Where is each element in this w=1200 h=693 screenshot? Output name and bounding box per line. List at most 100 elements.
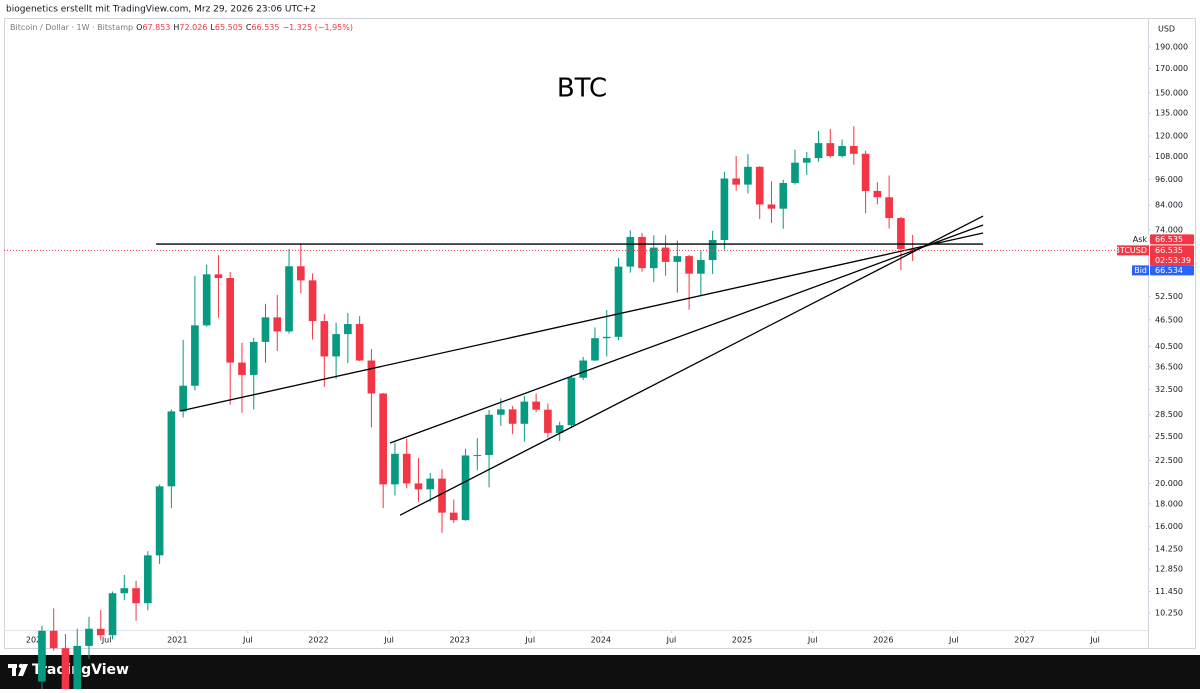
candle-body: [226, 277, 235, 363]
candle-body: [449, 512, 458, 521]
candle-body: [826, 143, 835, 157]
candle-body: [49, 630, 58, 649]
y-tick-label: 150.000: [1155, 88, 1188, 97]
candle-body: [414, 483, 423, 490]
change: −1.325 (−1,95%): [282, 23, 353, 32]
candle-body: [779, 182, 788, 209]
candle-body: [155, 486, 164, 556]
chart-frame: [4, 18, 1196, 649]
last-name: BTCUSD: [1114, 246, 1147, 255]
ohlc-label: H: [173, 23, 179, 32]
candle-body: [438, 478, 446, 513]
legend: Bitcoin / Dollar · 1W · Bitstamp O67.853 H…: [10, 23, 353, 32]
candle-body: [814, 143, 823, 159]
candle-body: [261, 317, 270, 342]
y-tick-label: 46.500: [1155, 315, 1183, 324]
y-tick-label: 170.000: [1155, 64, 1188, 73]
x-tick-label: 2020: [26, 636, 46, 645]
candle-body: [367, 360, 376, 394]
candle-body: [885, 197, 893, 219]
candle-body: [249, 341, 258, 375]
last-label-box: [1150, 245, 1194, 266]
candle-body: [755, 166, 764, 205]
candle-body: [426, 478, 435, 490]
candle-body: [579, 360, 588, 378]
y-tick-label: 190.000: [1155, 42, 1188, 51]
x-tick-label: 2023: [449, 636, 469, 645]
countdown: 02:53:39: [1155, 256, 1191, 265]
last-value: 66.535: [1155, 246, 1183, 255]
candle-body: [38, 630, 46, 682]
candle-body: [767, 204, 776, 209]
candle-body: [720, 178, 729, 240]
legend-text: Bitcoin / Dollar · 1W · Bitstamp O67.853 H…: [10, 23, 353, 32]
candle-body: [744, 166, 752, 185]
candle-body: [544, 409, 552, 433]
y-tick-label: 14.250: [1155, 545, 1183, 554]
bid-label-box: [1150, 265, 1194, 276]
x-tick-label: 2021: [167, 636, 187, 645]
candle-body: [626, 236, 635, 267]
y-tick-label: 40.500: [1155, 342, 1183, 351]
y-tick-label: 36.500: [1155, 362, 1183, 371]
candle-body: [214, 274, 223, 278]
candle-body: [144, 555, 152, 604]
candle-body: [697, 260, 705, 274]
x-tick-label: Jul: [1089, 636, 1100, 645]
currency: USD: [1158, 25, 1175, 34]
candle-body: [273, 317, 282, 332]
candle-body: [344, 324, 352, 335]
candle-body: [732, 178, 740, 185]
footer: [0, 655, 1200, 689]
x-tick-label: Jul: [101, 636, 112, 645]
x-tick-label: 2027: [1014, 636, 1034, 645]
ask-label-box: [1150, 234, 1194, 245]
candle-body: [320, 321, 329, 357]
candle-body: [96, 628, 105, 636]
candle-body: [85, 628, 93, 646]
y-tick-label: 84.000: [1155, 201, 1183, 210]
candle-body: [873, 190, 882, 198]
candle-body: [73, 645, 82, 693]
candle-body: [555, 425, 564, 433]
candle-body: [120, 588, 129, 594]
y-tick-label: 120.000: [1155, 132, 1188, 141]
ohlc-value: 65.505: [215, 23, 243, 32]
candle-body: [602, 336, 611, 339]
candle-body: [473, 455, 482, 457]
candle-body: [379, 393, 387, 485]
candle-body: [614, 266, 623, 337]
header-text: biogenetics erstellt mit TradingView.com…: [6, 5, 316, 15]
candle-body: [285, 266, 293, 332]
ohlc-label: L: [210, 23, 215, 32]
candle-body: [673, 256, 682, 262]
candle-body: [532, 401, 540, 410]
y-tick-label: 11.450: [1155, 587, 1183, 596]
footer-logo: [8, 663, 28, 676]
logo-part: [18, 664, 28, 676]
candle-body: [402, 453, 411, 484]
candle-body: [296, 266, 305, 281]
candle-body: [685, 256, 693, 274]
candle-body: [791, 162, 799, 183]
x-tick-label: Jul: [807, 636, 818, 645]
logo-part: [12, 664, 16, 676]
y-tick-label: 12.850: [1155, 565, 1183, 574]
candle-body: [497, 409, 505, 415]
x-tick-label: Jul: [666, 636, 677, 645]
ohlc-value: 72.026: [179, 23, 207, 32]
trend-line: [179, 232, 984, 412]
y-tick-label: 18.000: [1155, 499, 1183, 508]
x-tick-label: Jul: [242, 636, 253, 645]
y-tick-label: 20.000: [1155, 479, 1183, 488]
ask-value: 66.535: [1155, 235, 1183, 244]
candle-body: [61, 648, 70, 693]
candle-body: [461, 455, 470, 521]
x-tick-label: 2024: [591, 636, 611, 645]
y-tick-label: 10.250: [1155, 609, 1183, 618]
y-tick-label: 16.000: [1155, 522, 1183, 531]
y-tick-label: 135.000: [1155, 109, 1188, 118]
symbol: Bitcoin / Dollar · 1W · Bitstamp: [10, 23, 133, 32]
